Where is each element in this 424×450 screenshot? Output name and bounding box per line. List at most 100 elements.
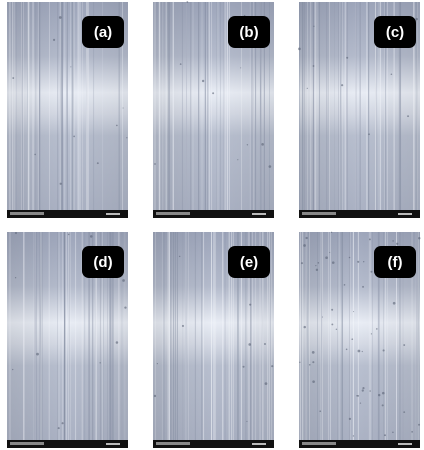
speck <box>348 417 352 420</box>
speck <box>14 277 17 279</box>
speck <box>362 386 365 390</box>
speck <box>271 365 274 368</box>
image-panel: (d) <box>7 232 128 448</box>
speck <box>403 411 406 413</box>
speck <box>308 363 311 366</box>
scale-bar-strip <box>153 210 274 218</box>
speck <box>352 435 355 437</box>
speck <box>315 268 319 272</box>
label-box <box>228 16 270 48</box>
speck <box>348 256 351 259</box>
speck <box>368 133 370 136</box>
scale-bar <box>106 443 120 445</box>
speck <box>99 362 101 364</box>
speck <box>321 316 323 318</box>
speck <box>186 1 189 3</box>
speck <box>407 115 410 118</box>
panel-label: (f) <box>388 254 403 271</box>
speck <box>353 311 355 313</box>
speck <box>384 434 386 437</box>
label-box <box>228 246 270 278</box>
scale-bar-info <box>302 442 336 445</box>
scale-bar-strip <box>153 440 274 448</box>
speck <box>179 63 182 65</box>
scale-bar <box>398 213 412 215</box>
speck <box>122 107 124 109</box>
scale-bar <box>398 443 412 445</box>
panel-label: (e) <box>240 254 258 271</box>
scale-bar-strip <box>299 440 420 448</box>
speck <box>343 284 346 286</box>
speck <box>248 343 252 346</box>
speck <box>357 349 361 353</box>
speck <box>329 251 331 253</box>
speck <box>298 47 301 51</box>
speck <box>312 361 315 364</box>
speck <box>263 342 266 345</box>
speck <box>153 394 157 398</box>
scale-bar <box>252 213 266 215</box>
speck <box>392 431 394 434</box>
speck <box>392 240 394 242</box>
speck <box>418 423 420 426</box>
panel-label: (b) <box>239 24 258 41</box>
image-panel: (c) <box>298 2 420 218</box>
speck <box>34 153 36 156</box>
speck <box>359 402 362 404</box>
speck <box>156 363 158 365</box>
speck <box>411 430 414 433</box>
speck <box>382 349 385 352</box>
scale-bar-info <box>10 212 44 215</box>
speck <box>370 270 373 273</box>
image-panel: (b) <box>152 1 274 218</box>
speck <box>396 242 399 245</box>
speck <box>181 324 185 328</box>
speck <box>246 420 248 422</box>
speck <box>237 159 239 161</box>
speck <box>341 84 344 87</box>
speck <box>303 325 306 329</box>
panel-label: (a) <box>94 24 112 41</box>
speck <box>96 162 99 165</box>
scale-bar-info <box>156 442 190 445</box>
speck <box>61 422 64 425</box>
scale-bar-info <box>156 212 190 215</box>
speck <box>36 352 39 356</box>
scale-bar-info <box>302 212 336 215</box>
speck <box>311 351 315 354</box>
speck <box>240 67 242 69</box>
speck <box>370 333 373 335</box>
speck <box>361 389 364 392</box>
speck <box>242 365 245 368</box>
speck <box>345 348 348 351</box>
panel-label: (d) <box>93 254 112 271</box>
speck <box>154 163 156 165</box>
speck <box>346 56 349 59</box>
speck <box>368 238 371 241</box>
scale-bar-strip <box>7 440 128 448</box>
speck <box>59 182 62 185</box>
speck <box>14 232 18 235</box>
speck <box>249 303 252 306</box>
speck <box>312 65 315 67</box>
label-box <box>374 246 416 278</box>
speck <box>67 233 70 236</box>
speck <box>70 66 72 68</box>
speck <box>325 256 328 260</box>
panel-label: (c) <box>386 24 404 41</box>
speck <box>303 244 306 247</box>
speck <box>375 328 378 330</box>
speck <box>12 368 14 371</box>
speck <box>369 390 371 392</box>
speck <box>356 394 358 397</box>
speck <box>315 265 317 267</box>
speck <box>261 143 264 146</box>
speck <box>317 262 320 264</box>
speck <box>378 393 381 397</box>
speck <box>351 338 354 341</box>
speck <box>418 237 421 240</box>
speck <box>390 73 393 76</box>
speck <box>299 361 301 363</box>
speck <box>330 231 333 233</box>
speck <box>178 255 181 258</box>
